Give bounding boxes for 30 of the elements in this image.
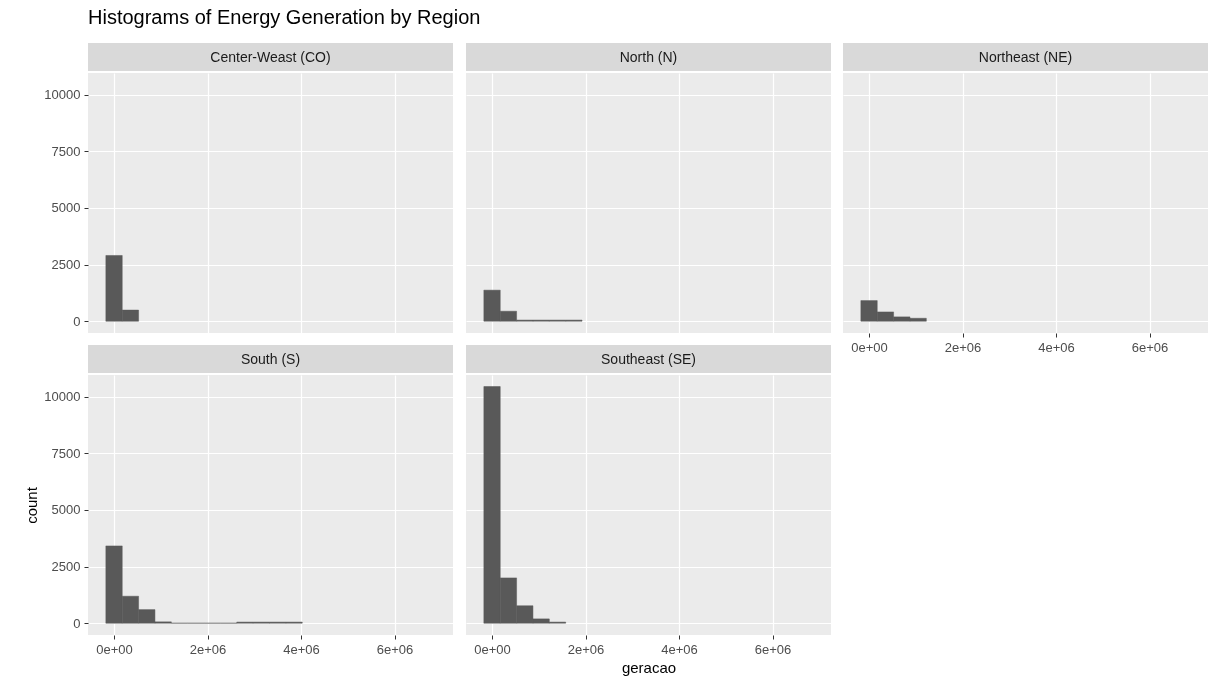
x-tick-label: 2e+06 [567,641,605,657]
x-tick-label: 6e+06 [376,641,414,657]
x-tick-label: 4e+06 [1038,339,1075,355]
y-tick-label: 2500 [51,559,81,575]
x-tick-label: 0e+00 [474,641,511,657]
x-tick-label: 6e+06 [1131,339,1169,355]
chart-title: Southeast (SE) [466,345,831,373]
chart-title: Center-Weast (CO) [88,43,453,71]
y-axis-title: count [23,486,41,524]
x-tick-label: 0e+00 [96,641,133,657]
chart-title: Northeast (NE) [843,43,1208,71]
chart-title: North (N) [466,43,831,71]
x-tick-label: 4e+06 [283,641,320,657]
y-tick-label: 2500 [51,257,81,273]
y-tick-label: 10000 [44,87,81,103]
x-tick-label: 4e+06 [661,641,698,657]
x-tick-label: 2e+06 [944,339,982,355]
x-tick-label: 0e+00 [851,339,888,355]
y-tick-label: 7500 [51,143,81,159]
y-tick-label: 0 [73,313,81,329]
y-tick-label: 5000 [51,502,81,518]
y-tick-label: 5000 [51,200,81,216]
y-tick-label: 0 [73,615,81,631]
x-tick-label: 2e+06 [189,641,227,657]
x-axis-title: geracao [621,658,677,676]
y-tick-label: 7500 [51,445,81,461]
chart-title: South (S) [88,345,453,373]
x-tick-label: 6e+06 [754,641,792,657]
y-tick-label: 10000 [44,389,81,405]
text: Histograms of Energy Generation by Region [88,6,481,29]
